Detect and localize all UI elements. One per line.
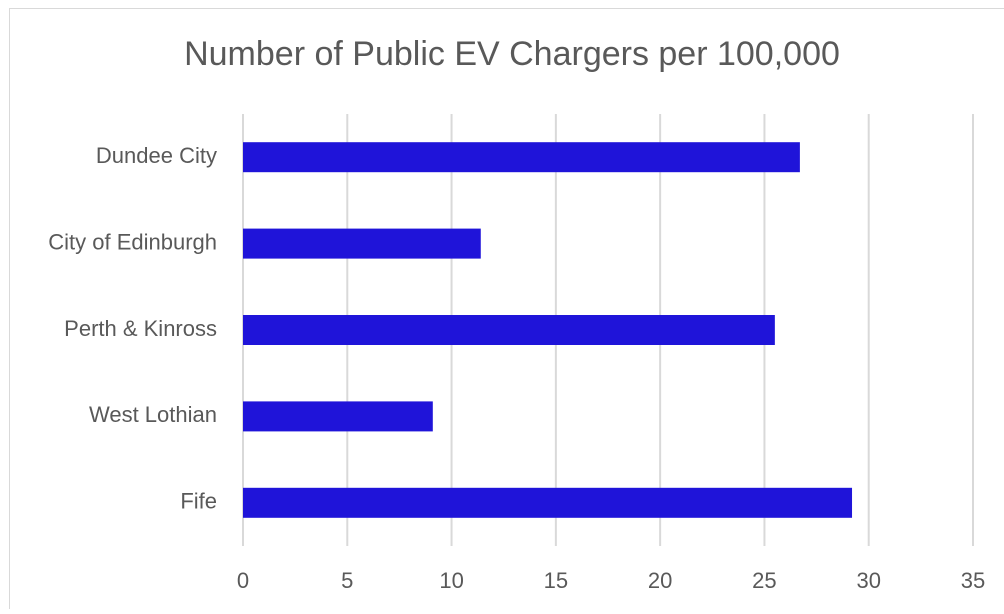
x-tick-label: 20 xyxy=(648,568,672,593)
x-tick-label: 5 xyxy=(341,568,353,593)
bar xyxy=(243,401,433,431)
bar xyxy=(243,142,800,172)
y-tick-label: Dundee City xyxy=(96,143,217,168)
x-tick-label: 10 xyxy=(439,568,463,593)
x-tick-label: 35 xyxy=(961,568,985,593)
bar xyxy=(243,315,775,345)
x-tick-label: 15 xyxy=(544,568,568,593)
chart-title: Number of Public EV Chargers per 100,000 xyxy=(184,35,840,73)
y-tick-label: Perth & Kinross xyxy=(64,316,217,341)
bar xyxy=(243,229,481,259)
y-tick-label: Fife xyxy=(180,489,217,514)
x-tick-label: 30 xyxy=(856,568,880,593)
bar xyxy=(243,488,852,518)
y-tick-label: West Lothian xyxy=(89,402,217,427)
chart-frame xyxy=(10,9,1004,610)
x-tick-label: 0 xyxy=(237,568,249,593)
y-tick-label: City of Edinburgh xyxy=(48,229,217,254)
x-tick-label: 25 xyxy=(752,568,776,593)
